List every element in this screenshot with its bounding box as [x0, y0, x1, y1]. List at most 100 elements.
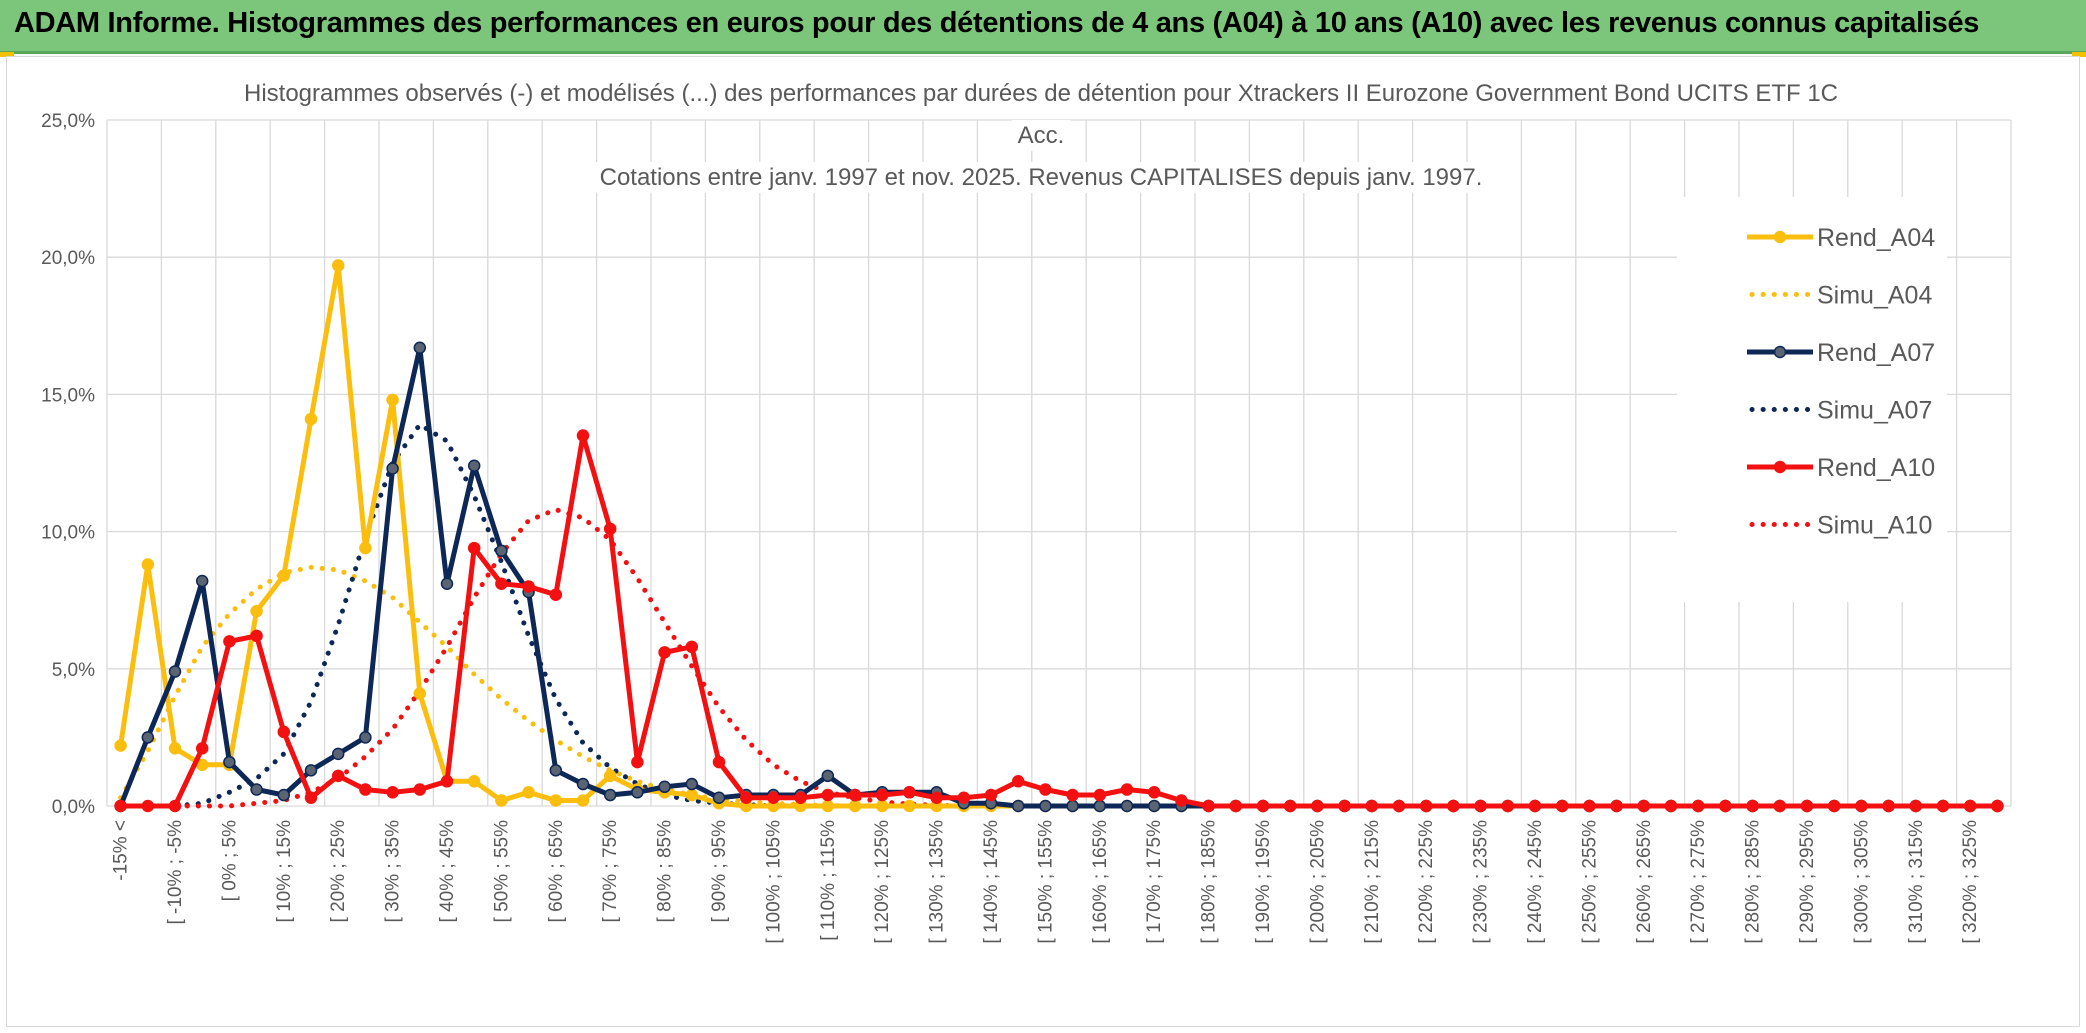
x-tick-label: [ 20% ; 25% — [328, 820, 349, 923]
x-tick-label: [ 70% ; 75% — [600, 820, 621, 923]
x-tick-label: [ 150% ; 155% — [1035, 820, 1056, 944]
x-tick-label: [ 300% ; 305% — [1851, 820, 1872, 944]
legend-item-simu-a10: Simu_A10 — [1749, 512, 1932, 540]
chart-title-line: Histogrammes observés (-) et modélisés (… — [244, 80, 1838, 107]
data-point — [495, 544, 508, 558]
data-point — [1610, 799, 1623, 813]
data-point — [277, 569, 291, 582]
data-point — [168, 665, 182, 678]
report-banner: ADAM Informe. Histogrammes des performan… — [0, 0, 2086, 54]
y-tick-label: 5,0% — [52, 660, 95, 681]
x-tick-label: [ 240% ; 245% — [1525, 820, 1546, 944]
x-tick-label: [ 130% ; 135% — [927, 820, 948, 944]
data-point — [1963, 799, 1977, 813]
series-simu-a04 — [118, 564, 2000, 809]
x-tick-label: [ 160% ; 165% — [1090, 820, 1111, 944]
legend-box — [1677, 197, 1947, 602]
data-point — [331, 769, 345, 783]
data-point — [386, 393, 399, 407]
data-point — [1338, 799, 1351, 813]
legend-label: Rend_A04 — [1817, 224, 1935, 252]
data-point — [277, 788, 291, 802]
data-point — [1474, 799, 1487, 813]
x-tick-label: [ 60% ; 65% — [546, 820, 567, 923]
data-point — [631, 786, 644, 799]
data-point — [712, 755, 726, 769]
data-point — [1501, 799, 1515, 813]
data-point — [1419, 799, 1433, 813]
legend-label: Simu_A04 — [1817, 282, 1932, 310]
legend-item-rend-a10: Rend_A10 — [1747, 454, 1935, 482]
data-point — [359, 731, 372, 744]
data-point — [141, 558, 155, 571]
data-point — [195, 742, 209, 755]
x-tick-label: [ 30% ; 35% — [383, 820, 404, 923]
legend-item-simu-a07: Simu_A07 — [1749, 397, 1932, 425]
x-tick-label: [ 170% ; 175% — [1144, 820, 1165, 944]
data-point — [930, 791, 943, 805]
data-point — [1855, 799, 1868, 813]
data-point — [1039, 783, 1052, 796]
x-tick-label: -15% < — [111, 820, 132, 881]
data-point — [685, 777, 699, 791]
data-point — [195, 574, 209, 588]
data-point — [1256, 799, 1270, 813]
data-point — [331, 259, 345, 272]
data-point — [1664, 799, 1678, 813]
corner-marker-right — [2072, 52, 2086, 57]
data-point — [1719, 799, 1732, 813]
data-point — [712, 791, 726, 805]
data-point — [1120, 783, 1134, 796]
data-point — [250, 783, 263, 796]
x-tick-label: [ 180% ; 185% — [1199, 820, 1220, 944]
y-tick-label: 0,0% — [52, 797, 95, 818]
data-point — [1229, 799, 1243, 813]
data-point — [1093, 799, 1107, 813]
data-point — [1365, 799, 1379, 813]
data-point — [413, 687, 427, 700]
data-point — [1528, 799, 1542, 813]
data-point — [1800, 799, 1814, 813]
data-point — [848, 788, 862, 802]
corner-marker-left — [0, 52, 14, 57]
data-point — [223, 755, 236, 769]
data-point — [1909, 799, 1923, 813]
data-point — [603, 788, 617, 802]
data-point — [304, 764, 318, 777]
data-point — [223, 635, 236, 648]
data-point — [168, 799, 182, 813]
y-tick-label: 25,0% — [41, 111, 95, 132]
legend-marker — [1773, 460, 1787, 474]
x-tick-label: [ 210% ; 215% — [1362, 820, 1383, 944]
data-point — [875, 788, 889, 802]
legend-item-rend-a07: Rend_A07 — [1747, 339, 1935, 367]
data-point — [875, 799, 889, 813]
data-point — [467, 775, 481, 788]
histogram-chart: 0,0% 5,0% 10,0% 15,0% 20,0% 25,0% -15% < [ -10%… — [41, 78, 2012, 944]
data-point — [549, 588, 563, 601]
data-point — [522, 580, 535, 593]
data-point — [359, 541, 372, 555]
data-point — [440, 775, 454, 788]
x-tick-label: [ 290% ; 295% — [1797, 820, 1818, 944]
data-point — [1637, 799, 1651, 813]
data-point — [1147, 786, 1161, 799]
legend-label: Simu_A10 — [1817, 512, 1932, 540]
data-point — [1011, 775, 1025, 788]
data-point — [386, 462, 399, 475]
data-point — [1936, 799, 1950, 813]
data-point — [903, 786, 916, 799]
y-tick-label: 10,0% — [41, 523, 95, 544]
data-point — [1691, 799, 1705, 813]
data-point — [440, 577, 454, 590]
data-point — [495, 577, 508, 590]
x-tick-label: [ 90% ; 95% — [709, 820, 730, 923]
data-point — [1991, 799, 2004, 813]
x-tick-label: [ 50% ; 55% — [491, 820, 512, 923]
chart-title-line: Acc. — [1018, 122, 1065, 149]
data-point — [1011, 799, 1025, 813]
data-point — [331, 747, 345, 761]
data-point — [1392, 799, 1406, 813]
data-point — [413, 341, 427, 355]
data-point — [359, 783, 372, 796]
